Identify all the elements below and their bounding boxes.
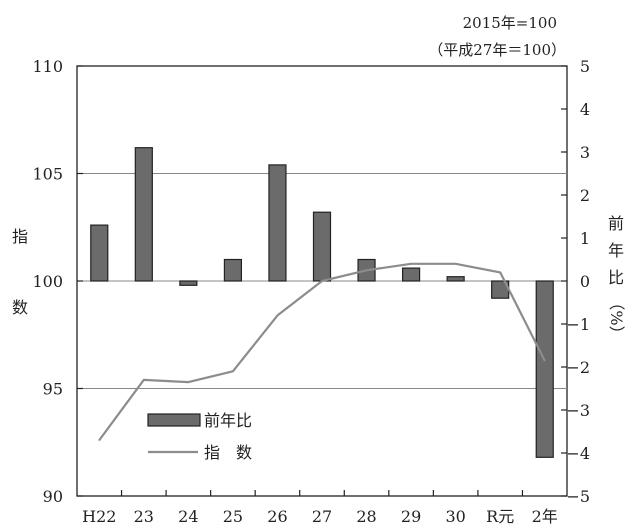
right-tick-label: −2 — [566, 358, 590, 377]
x-tick-label: 26 — [267, 507, 287, 526]
left-tick-label: 90 — [43, 487, 63, 506]
x-tick-label: R元 — [486, 507, 514, 526]
right-tick-label: −4 — [566, 444, 590, 463]
index-point-29 — [410, 263, 412, 265]
index-point-2年 — [543, 359, 546, 362]
right-axis-label-char2: 年 — [608, 241, 624, 260]
right-axis-label-unit: （%） — [607, 294, 626, 341]
base-note-line2: （平成27年＝100） — [428, 41, 566, 59]
bars — [90, 147, 554, 458]
bar-H22 — [90, 224, 109, 282]
x-tick-label: 28 — [356, 507, 376, 526]
bar-29 — [401, 267, 421, 282]
x-tick-label: 30 — [445, 507, 465, 526]
left-tick-label: 105 — [32, 165, 63, 184]
bar-24 — [179, 280, 198, 286]
index-point-28 — [365, 269, 368, 272]
x-tick-label: 25 — [223, 507, 243, 526]
index-point-30 — [454, 263, 457, 265]
x-tick-label: 23 — [134, 507, 154, 526]
legend-bar-label: 前年比 — [204, 411, 252, 430]
x-tick-label: 27 — [312, 507, 332, 526]
index-point-27 — [321, 280, 323, 282]
left-tick-label: 100 — [32, 272, 63, 291]
base-note-line1: 2015年=100 — [463, 14, 557, 32]
index-point-26 — [276, 314, 279, 317]
right-axis-label: 前 年 比 （%） — [607, 214, 626, 342]
legend-line-label: 指 数 — [204, 443, 252, 462]
left-tick-label: 110 — [32, 57, 63, 76]
index-line — [98, 262, 546, 441]
left-axis-label-char2: 数 — [12, 298, 28, 317]
right-tick-label: 2 — [580, 186, 590, 205]
right-tick-label: −5 — [566, 487, 590, 506]
index-point-25 — [232, 370, 234, 373]
index-point-23 — [143, 379, 145, 381]
right-tick-label: 3 — [580, 143, 590, 162]
right-tick-label: −1 — [566, 315, 590, 334]
left-axis-label: 指 数 — [12, 227, 28, 317]
plot-area — [76, 65, 568, 497]
right-tick-label: 1 — [580, 229, 590, 248]
x-tick-label: H22 — [82, 507, 116, 526]
index-point-24 — [187, 381, 190, 383]
right-tick-label: 5 — [580, 57, 590, 76]
right-tick-label: 4 — [580, 100, 590, 119]
bar-2年 — [535, 280, 554, 458]
bar-25 — [223, 258, 243, 282]
left-tick-label: 95 — [43, 380, 63, 399]
index-point-R元 — [499, 271, 501, 274]
index-point-H22 — [98, 439, 101, 441]
right-axis-label-char3: 比 — [608, 268, 624, 287]
right-tick-label: 0 — [580, 272, 590, 291]
legend-bar-swatch — [147, 413, 201, 427]
left-axis-label-char1: 指 — [12, 227, 28, 246]
left-axis-ticks: 110 105 100 95 90 — [32, 57, 83, 506]
right-axis-label-char1: 前 — [608, 214, 624, 233]
x-axis-ticks: H22 23 24 25 26 27 28 29 30 R元 2年 — [82, 490, 558, 526]
x-tick-label: 29 — [401, 507, 421, 526]
bar-30 — [446, 276, 465, 282]
legend: 前年比 指 数 — [147, 411, 252, 462]
x-tick-label: 24 — [178, 507, 198, 526]
x-tick-label: 2年 — [532, 507, 558, 526]
bar-23 — [134, 147, 153, 282]
right-axis-ticks: 5 4 3 2 1 0 −1 −2 −3 −4 −5 — [561, 57, 590, 506]
right-tick-label: −3 — [566, 401, 590, 420]
bar-27 — [312, 211, 332, 282]
bar-26 — [268, 164, 287, 282]
